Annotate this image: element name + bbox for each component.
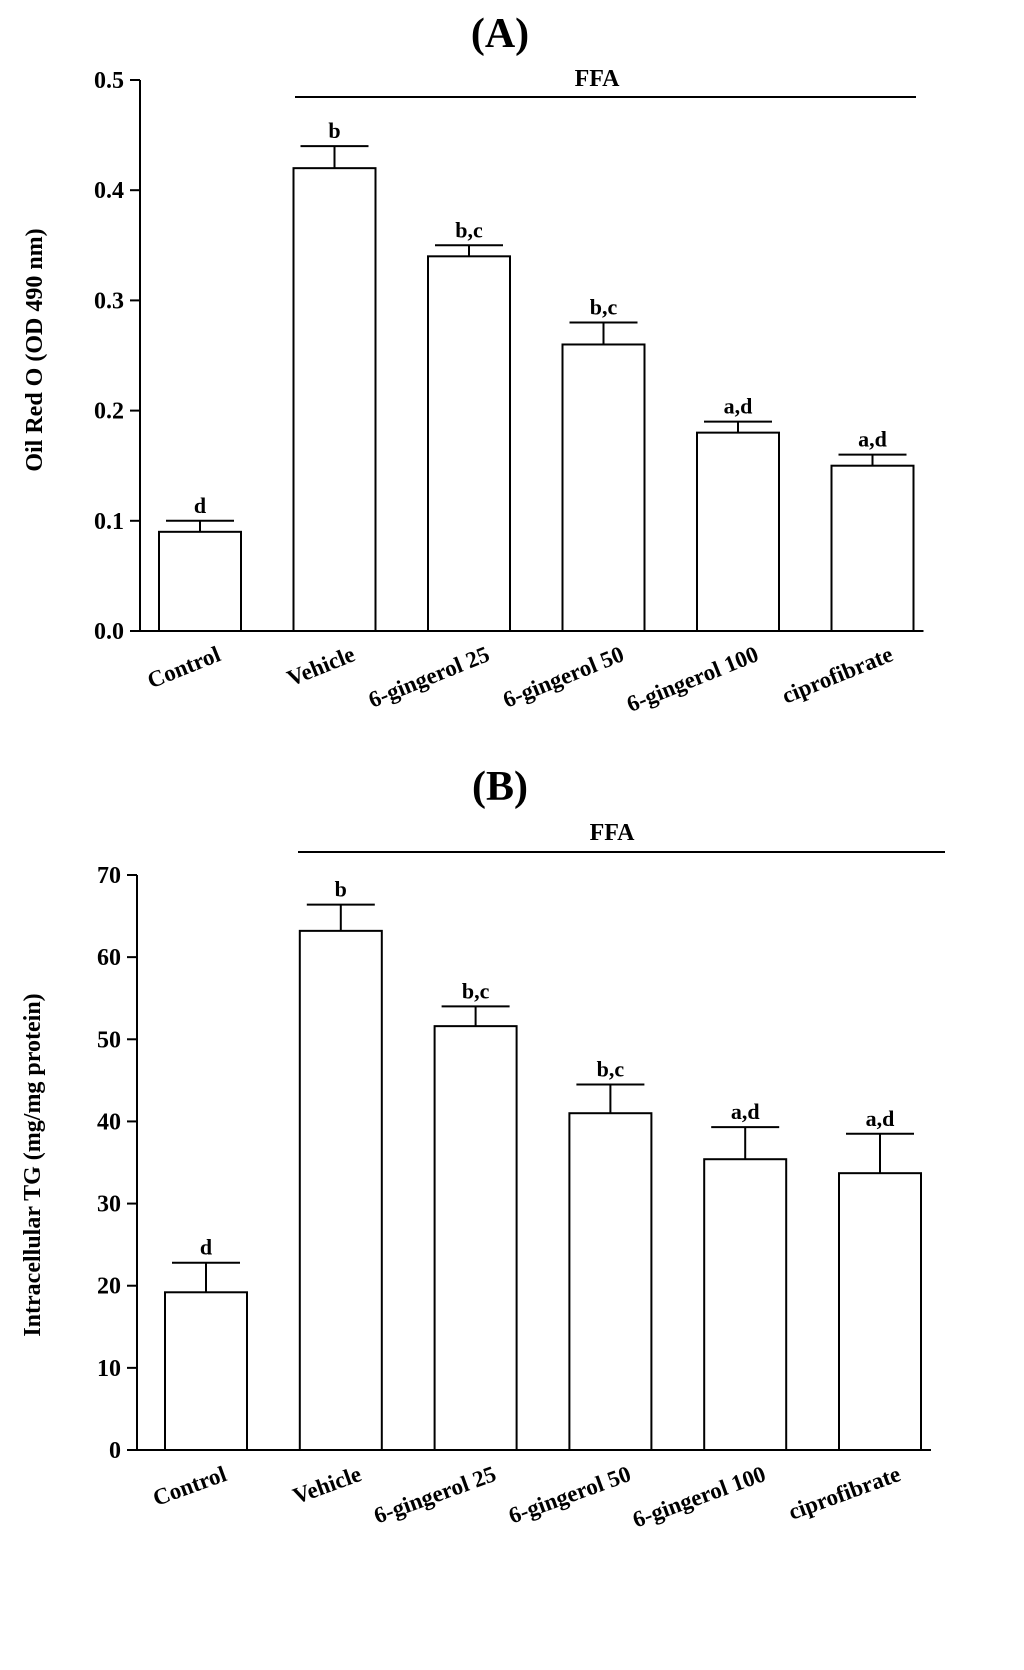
significance-label: b,c — [590, 294, 618, 319]
y-tick-label: 70 — [97, 863, 121, 889]
y-tick-label: 10 — [97, 1356, 121, 1382]
x-tick-label: 6-gingerol 25 — [365, 641, 493, 712]
y-tick-label: 0.4 — [94, 178, 124, 204]
y-tick-label: 40 — [97, 1109, 121, 1135]
bar — [561, 343, 646, 632]
significance-label: d — [200, 1235, 212, 1260]
group-label: FFA — [590, 820, 636, 846]
significance-label: b,c — [455, 217, 483, 242]
chart-panel-a: (A) 0.0 0.1 0.2 0.3 0.4 0.5 Oil Red O (OD 490 n… — [22, 11, 924, 717]
x-tick-label: ciprofibrate — [785, 1461, 904, 1525]
x-tick-label: 6-gingerol 100 — [629, 1461, 769, 1532]
significance-label: a,d — [858, 427, 887, 452]
significance-label: b — [328, 118, 340, 143]
panel-title: (A) — [471, 11, 529, 57]
x-tick-label: 6-gingerol 50 — [499, 641, 627, 712]
bar — [568, 1112, 653, 1451]
y-tick-label: 0.1 — [94, 509, 124, 535]
significance-label: b,c — [462, 978, 490, 1003]
significance-label: d — [194, 493, 206, 518]
x-tick-label: Vehicle — [283, 641, 358, 691]
significance-label: a,d — [724, 394, 753, 419]
bar — [427, 255, 511, 632]
group-label: FFA — [575, 66, 621, 92]
y-tick-label: 60 — [97, 945, 121, 971]
y-tick-label: 20 — [97, 1274, 121, 1300]
y-tick-label: 50 — [97, 1027, 121, 1053]
x-tick-label: ciprofibrate — [778, 641, 896, 708]
y-axis-label: Oil Red O (OD 490 nm) — [22, 228, 48, 471]
x-tick-label: 6-gingerol 25 — [370, 1461, 499, 1528]
bar — [830, 464, 915, 633]
bar — [292, 167, 377, 632]
y-tick-label: 0.2 — [94, 399, 124, 425]
bar — [158, 530, 242, 633]
x-tick-label: 6-gingerol 50 — [505, 1461, 634, 1528]
y-axis-label: Intracellular TG (mg/mg protein) — [20, 993, 46, 1336]
bar — [703, 1158, 788, 1451]
bar — [164, 1291, 248, 1452]
significance-label: a,d — [866, 1106, 895, 1131]
chart-panel-b: (B) 0 10 20 30 40 50 60 70 Intracellular TG (mg/m… — [20, 764, 945, 1532]
y-tick-label: 0 — [109, 1438, 121, 1464]
y-tick-label: 0.5 — [94, 68, 124, 94]
significance-label: a,d — [731, 1099, 760, 1124]
bar — [838, 1172, 922, 1452]
x-tick-label: 6-gingerol 100 — [623, 641, 762, 716]
bar — [696, 431, 780, 633]
significance-label: b — [335, 877, 347, 902]
y-tick-label: 0.3 — [94, 288, 124, 314]
x-tick-label: Control — [150, 1461, 230, 1511]
significance-label: b,c — [597, 1056, 625, 1081]
x-tick-label: Control — [144, 641, 224, 693]
x-tick-label: Vehicle — [290, 1461, 365, 1509]
bar — [433, 1025, 518, 1451]
bar — [298, 929, 383, 1451]
y-tick-label: 0.0 — [94, 619, 124, 645]
y-tick-label: 30 — [97, 1192, 121, 1218]
panel-title: (B) — [472, 764, 528, 810]
